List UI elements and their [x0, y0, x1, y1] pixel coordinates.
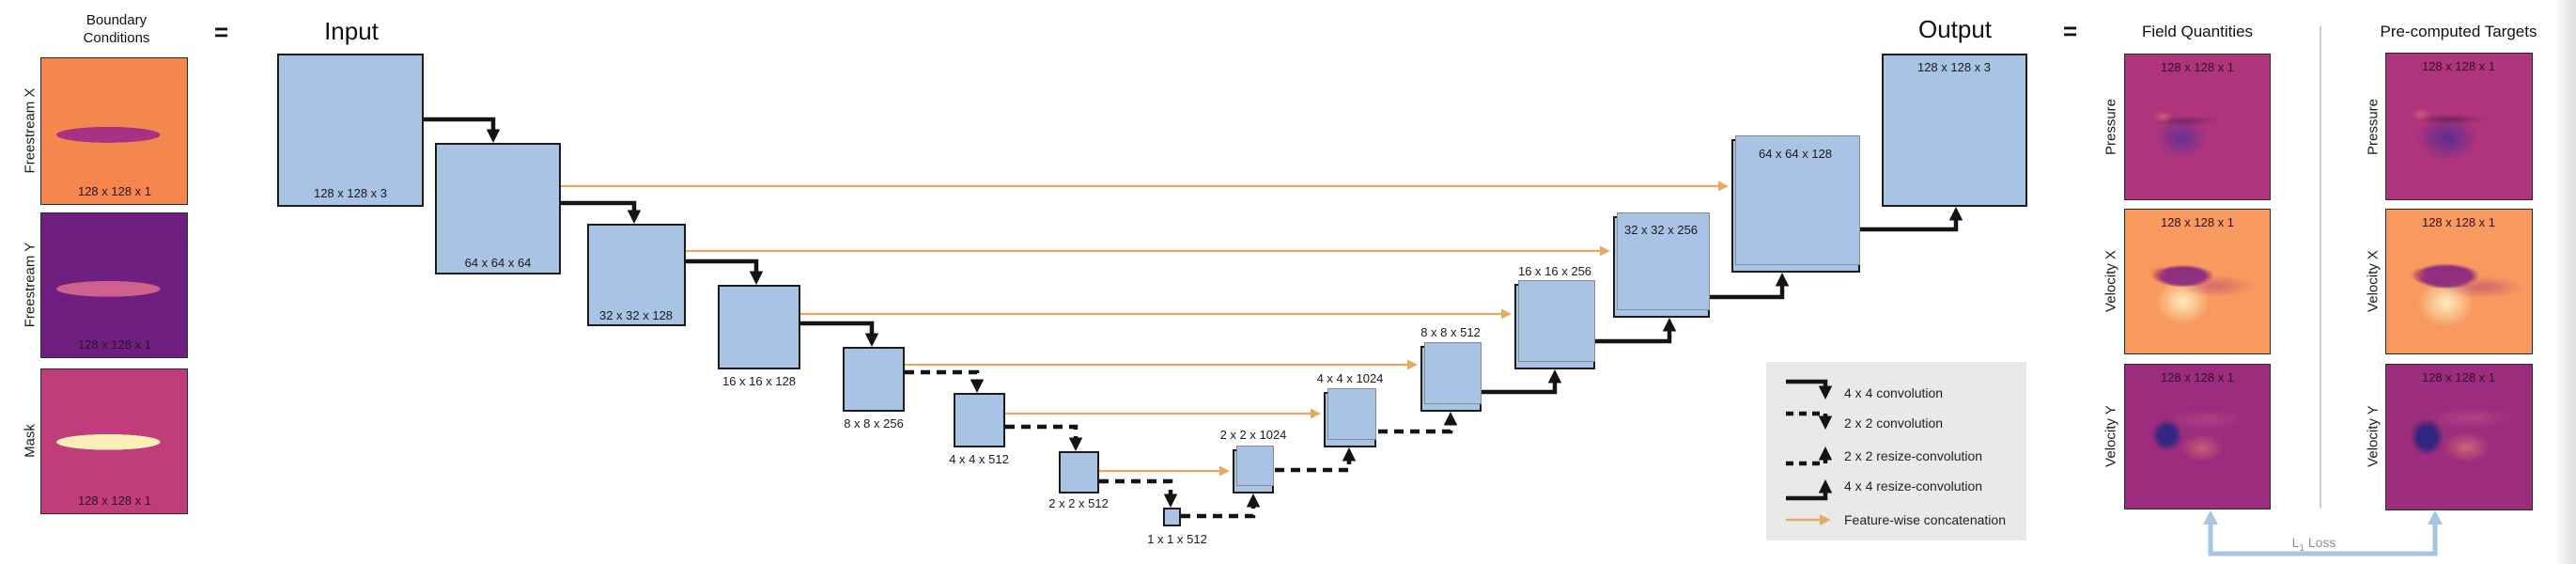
unet-box-dec-8-dims: 8 x 8 x 512: [1420, 325, 1481, 339]
conv4-arrow-3: [686, 258, 764, 285]
input-title: Input: [324, 17, 379, 45]
unet-box-dec-32: [1613, 212, 1710, 318]
l1-loss-arrowhead-right: [2428, 510, 2443, 525]
unet-box-dec-32-dims: 32 x 32 x 256: [1623, 223, 1699, 237]
field-velocity-y-dims: 128 x 128 x 1: [2160, 370, 2235, 384]
page-edge-shade: [2553, 0, 2576, 564]
conv2-arrow-1: [905, 369, 985, 393]
target-velocity-x-image: [2385, 209, 2533, 354]
resize2-arrow-2: [1275, 447, 1357, 473]
unet-box-dec-4-dims: 4 x 4 x 1024: [1316, 371, 1384, 385]
target-velocity-y-image: [2385, 364, 2533, 510]
legend-label-4x4-convolution: 4 x 4 convolution: [1844, 385, 1944, 400]
unet-box-input: [277, 54, 424, 207]
target-pressure-label: Pressure: [2365, 98, 2382, 156]
unet-box-dec-16-dims: 16 x 16 x 256: [1517, 264, 1592, 278]
unet-box-enc-8: [843, 347, 905, 412]
unet-box-enc-2-dims: 2 x 2 x 512: [1048, 496, 1109, 510]
resize2-arrow-3: [1378, 412, 1458, 434]
target-velocity-y-dims: 128 x 128 x 1: [2421, 370, 2496, 384]
unet-box-dec-2: [1233, 446, 1274, 494]
field-velocity-x-dims: 128 x 128 x 1: [2160, 215, 2235, 229]
equals-sign-left: =: [214, 18, 229, 46]
freestream-y-image: [40, 212, 188, 358]
pre-computed-targets-title: Pre-computed Targets: [2380, 23, 2537, 40]
resize4-arrow-3: [1710, 273, 1790, 300]
target-pressure-dims: 128 x 128 x 1: [2421, 59, 2496, 73]
boundary-conditions-title: Boundary Conditions: [83, 12, 150, 46]
mask-dims: 128 x 128 x 1: [77, 494, 152, 508]
field-velocity-x-image: [2124, 209, 2271, 354]
target-velocity-y-label: Velocity Y: [2365, 405, 2382, 467]
resize4-arrow-1: [1482, 369, 1562, 395]
field-pressure-image: [2124, 54, 2271, 200]
field-pressure-dims: 128 x 128 x 1: [2160, 60, 2235, 74]
unet-box-enc-32: [587, 224, 686, 326]
mask-image: [40, 368, 188, 514]
unet-box-enc-4: [954, 393, 1005, 447]
unet-box-dec-8: [1420, 342, 1482, 412]
legend-label-2x2-convolution: 2 x 2 convolution: [1844, 415, 1944, 431]
unet-box-enc-4-dims: 4 x 4 x 512: [949, 452, 1009, 466]
mask-label: Mask: [22, 424, 39, 458]
conv4-arrow-4: [800, 321, 879, 347]
target-velocity-x-label: Velocity X: [2365, 250, 2382, 312]
unet-box-dec-2-dims: 2 x 2 x 1024: [1219, 428, 1287, 442]
freestream-y-dims: 128 x 128 x 1: [77, 337, 152, 352]
target-pressure-image: [2385, 53, 2533, 200]
unet-box-enc-16: [718, 285, 800, 369]
unet-box-enc-32-dims: 32 x 32 x 128: [598, 308, 674, 322]
unet-box-input-dims: 128 x 128 x 3: [313, 186, 388, 200]
field-velocity-y-label: Velocity Y: [2103, 405, 2119, 467]
unet-box-enc-2: [1059, 451, 1099, 494]
output-title: Output: [1917, 15, 1993, 43]
unet-box-bottleneck-dims: 1 x 1 x 512: [1147, 532, 1207, 546]
equals-sign-right: =: [2063, 17, 2078, 45]
l1-loss-arrowhead-left: [2203, 510, 2218, 525]
l1-loss-label: L1 Loss: [2291, 535, 2336, 554]
conv4-arrow-1: [424, 117, 501, 143]
unet-box-enc-64: [435, 143, 561, 274]
unet-box-dec-64-dims: 64 x 64 x 128: [1758, 147, 1833, 161]
freestream-y-label: Freestream Y: [22, 242, 39, 328]
unet-box-dec-64: [1731, 135, 1860, 273]
unet-box-dec-4: [1324, 388, 1376, 447]
legend-label-4x4-resize-convolution: 4 x 4 resize-convolution: [1844, 478, 1983, 494]
field-quantities-title: Field Quantities: [2141, 23, 2254, 40]
unet-box-bottleneck: [1163, 508, 1181, 526]
field-velocity-y-image: [2124, 364, 2271, 509]
unet-box-enc-64-dims: 64 x 64 x 64: [464, 256, 532, 270]
freestream-x-dims: 128 x 128 x 1: [77, 184, 152, 198]
conv2-arrow-2: [1005, 424, 1083, 451]
unet-box-dec-16: [1514, 280, 1595, 369]
freestream-x-image: [40, 57, 188, 205]
unet-box-output-dims: 128 x 128 x 3: [1916, 60, 1992, 74]
resize2-arrow-1: [1181, 494, 1261, 519]
legend-panel: [1766, 362, 2026, 540]
conv2-arrow-3: [1099, 478, 1178, 508]
resize4-arrow-4: [1860, 207, 1963, 232]
freestream-x-label: Freestream X: [22, 87, 39, 174]
legend-label-2x2-resize-convolution: 2 x 2 resize-convolution: [1844, 448, 1983, 463]
field-velocity-x-label: Velocity X: [2103, 250, 2119, 312]
unet-box-enc-16-dims: 16 x 16 x 128: [722, 374, 797, 388]
target-velocity-x-dims: 128 x 128 x 1: [2421, 215, 2496, 229]
unet-box-output: [1882, 54, 2027, 207]
field-pressure-label: Pressure: [2103, 98, 2119, 156]
unet-box-enc-8-dims: 8 x 8 x 256: [844, 416, 904, 431]
conv4-arrow-2: [561, 200, 642, 224]
legend-label-feature-wise-concatenation: Feature-wise concatenation: [1844, 512, 2006, 527]
resize4-arrow-2: [1595, 318, 1677, 344]
